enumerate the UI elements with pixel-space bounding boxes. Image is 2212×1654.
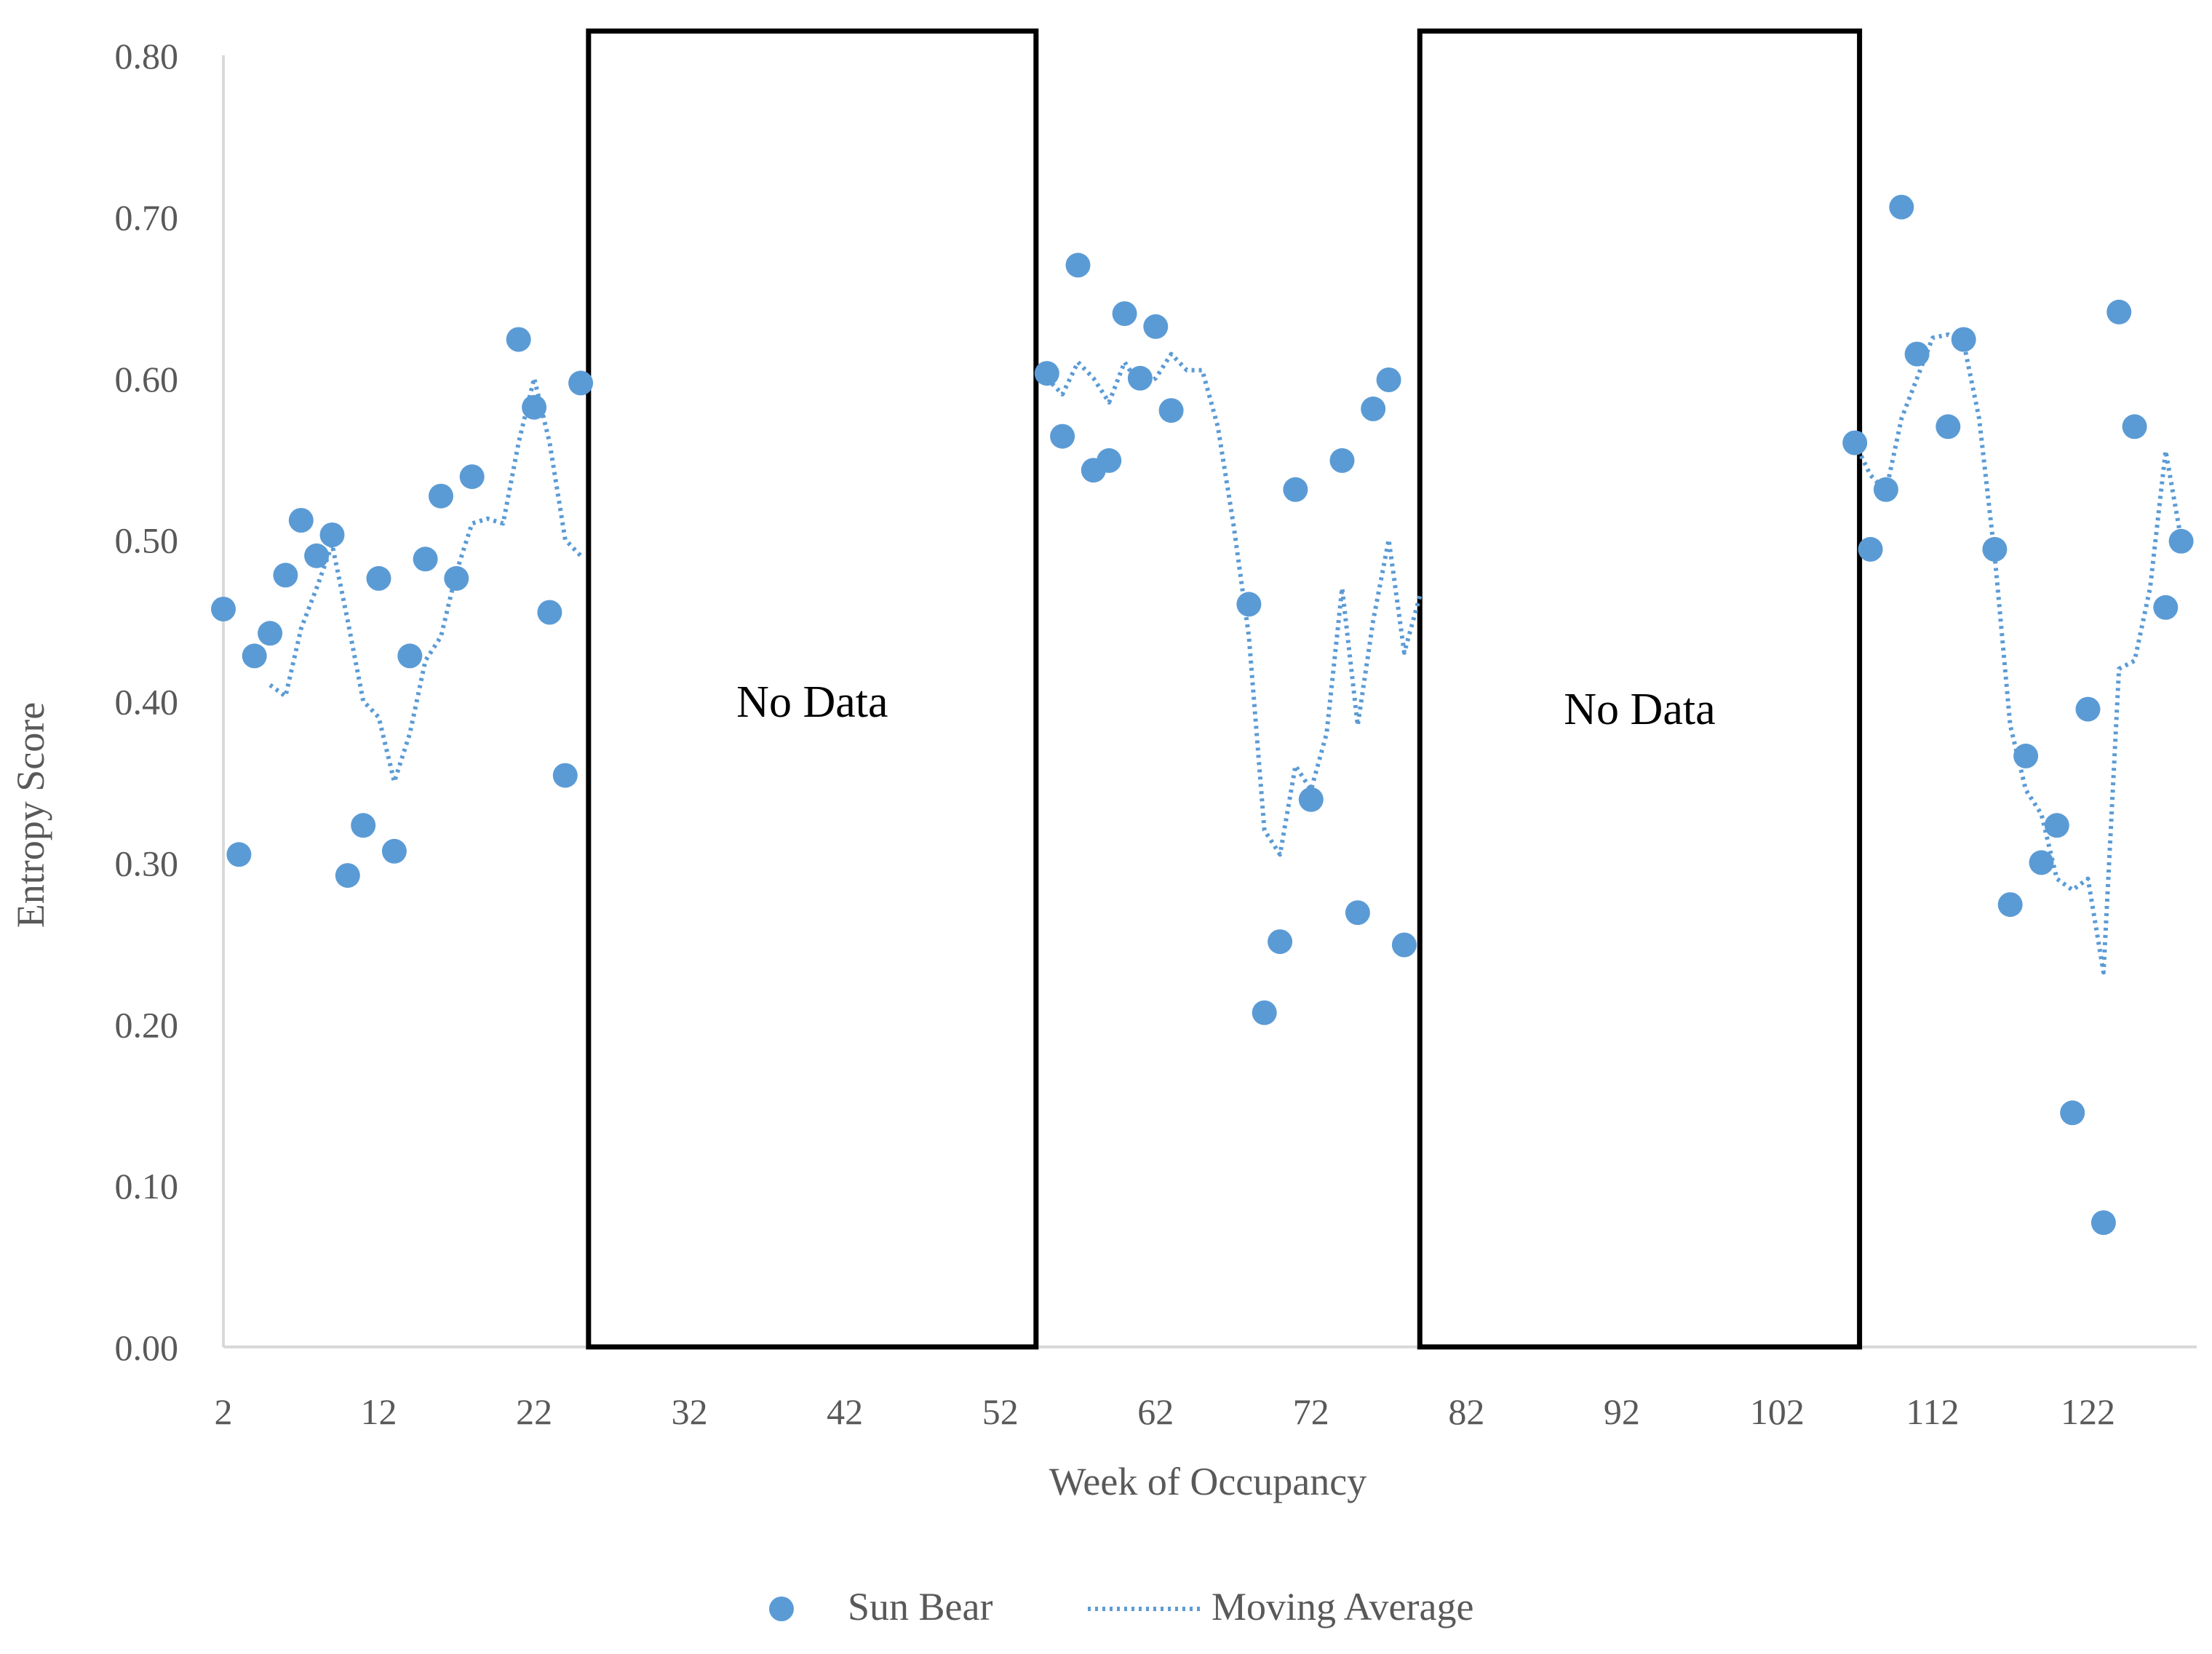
moving-average-line bbox=[1045, 351, 1423, 857]
sun-bear-point bbox=[537, 600, 562, 625]
legend-sun-bear-label: Sun Bear bbox=[848, 1585, 992, 1629]
sun-bear-point bbox=[1034, 361, 1059, 386]
sun-bear-point bbox=[552, 763, 578, 788]
legend-moving-average-label: Moving Average bbox=[1212, 1585, 1473, 1629]
sun-bear-point bbox=[1065, 253, 1091, 278]
sun-bear-point bbox=[242, 643, 267, 669]
sun-bear-point bbox=[1298, 787, 1324, 812]
x-tick-label: 92 bbox=[1604, 1391, 1640, 1432]
x-tick-label: 82 bbox=[1448, 1391, 1484, 1432]
sun-bear-point bbox=[1904, 341, 1930, 367]
x-tick-label: 52 bbox=[982, 1391, 1019, 1432]
x-tick-label: 102 bbox=[1750, 1391, 1805, 1432]
sun-bear-point bbox=[226, 842, 252, 867]
sun-bear-point bbox=[1391, 932, 1417, 958]
y-tick-label: 0.30 bbox=[115, 843, 179, 883]
sun-bear-point bbox=[444, 565, 469, 591]
x-tick-label: 22 bbox=[516, 1391, 552, 1432]
sun-bear-point bbox=[351, 813, 376, 838]
no-data-box bbox=[1417, 28, 1863, 1350]
sun-bear-point bbox=[2122, 414, 2147, 440]
y-tick-label: 0.60 bbox=[115, 359, 179, 399]
sun-bear-point bbox=[1889, 194, 1914, 220]
legend-sun-bear-marker bbox=[769, 1597, 794, 1621]
legend: Sun Bear Moving Average bbox=[769, 1585, 1473, 1629]
x-axis-label: Week of Occupancy bbox=[1049, 1460, 1366, 1503]
sun-bear-point bbox=[304, 543, 330, 568]
sun-bear-point bbox=[2153, 595, 2179, 620]
x-tick-label: 2 bbox=[215, 1391, 233, 1432]
sun-bear-point bbox=[1997, 892, 2023, 918]
sun-bear-point bbox=[288, 508, 314, 533]
x-tick-label: 72 bbox=[1293, 1391, 1329, 1432]
sun-bear-point bbox=[1361, 396, 1386, 421]
x-tick-label: 12 bbox=[361, 1391, 397, 1432]
sun-bear-point bbox=[1936, 414, 1961, 440]
x-tick-label: 32 bbox=[672, 1391, 708, 1432]
sun-bear-point bbox=[506, 327, 531, 352]
x-tick-label: 122 bbox=[2061, 1391, 2115, 1432]
sun-bear-point bbox=[1951, 327, 1976, 352]
sun-bear-point bbox=[413, 546, 438, 572]
sun-bear-point bbox=[2013, 743, 2039, 768]
y-tick-label: 0.80 bbox=[115, 36, 179, 76]
sun-bear-point bbox=[1143, 314, 1169, 339]
sun-bear-point bbox=[429, 483, 453, 509]
x-tick-label: 112 bbox=[1906, 1391, 1959, 1432]
sun-bear-point bbox=[1345, 900, 1370, 926]
sun-bear-point bbox=[366, 565, 391, 591]
sun-bear-point bbox=[1252, 1000, 1277, 1025]
sun-bear-point bbox=[397, 643, 423, 669]
sun-bear-point bbox=[1376, 367, 1401, 392]
sun-bear-point bbox=[1158, 398, 1184, 424]
sun-bear-point bbox=[273, 562, 298, 588]
y-tick-label: 0.00 bbox=[115, 1327, 179, 1368]
sun-bear-point bbox=[1842, 430, 1868, 456]
sun-bear-point bbox=[1050, 424, 1075, 449]
sun-bear-point bbox=[2075, 696, 2101, 722]
sun-bear-point bbox=[2044, 813, 2069, 838]
sun-bear-point bbox=[2029, 850, 2054, 875]
sun-bear-point bbox=[522, 394, 547, 420]
sun-bear-point bbox=[211, 597, 236, 621]
sun-bear-point bbox=[1283, 477, 1308, 502]
sun-bear-point bbox=[381, 838, 407, 864]
sun-bear-point bbox=[1236, 592, 1262, 617]
sun-bear-point bbox=[1858, 536, 1883, 562]
y-tick-label: 0.50 bbox=[115, 520, 179, 561]
moving-average-line bbox=[268, 375, 583, 784]
sun-bear-point bbox=[1268, 929, 1293, 955]
sun-bear-point bbox=[2168, 528, 2194, 554]
sun-bear-point bbox=[459, 464, 485, 490]
sun-bear-point bbox=[1097, 448, 1122, 473]
sun-bear-point bbox=[568, 370, 594, 396]
sun-bear-point bbox=[2060, 1100, 2085, 1126]
y-tick-label: 0.10 bbox=[115, 1166, 179, 1206]
sun-bear-point bbox=[1127, 365, 1153, 391]
sun-bear-point bbox=[319, 522, 345, 547]
sun-bear-point bbox=[1873, 477, 1898, 502]
x-tick-label: 62 bbox=[1137, 1391, 1174, 1432]
sun-bear-point bbox=[1112, 301, 1137, 326]
sun-bear-point bbox=[1982, 536, 2008, 562]
no-data-label: No Data bbox=[736, 677, 888, 727]
x-tick-label: 42 bbox=[827, 1391, 863, 1432]
no-data-box bbox=[586, 28, 1039, 1350]
y-axis-label: Entropy Score bbox=[9, 702, 52, 928]
no-data-label: No Data bbox=[1564, 685, 1715, 734]
sun-bear-point bbox=[335, 863, 360, 888]
sun-bear-point bbox=[2106, 299, 2132, 325]
sun-bear-point bbox=[1329, 448, 1355, 473]
y-tick-label: 0.20 bbox=[115, 1004, 179, 1045]
y-tick-label: 0.70 bbox=[115, 197, 179, 238]
y-tick-label: 0.40 bbox=[115, 682, 179, 723]
sun-bear-point bbox=[2090, 1210, 2116, 1236]
sun-bear-point bbox=[258, 621, 283, 646]
